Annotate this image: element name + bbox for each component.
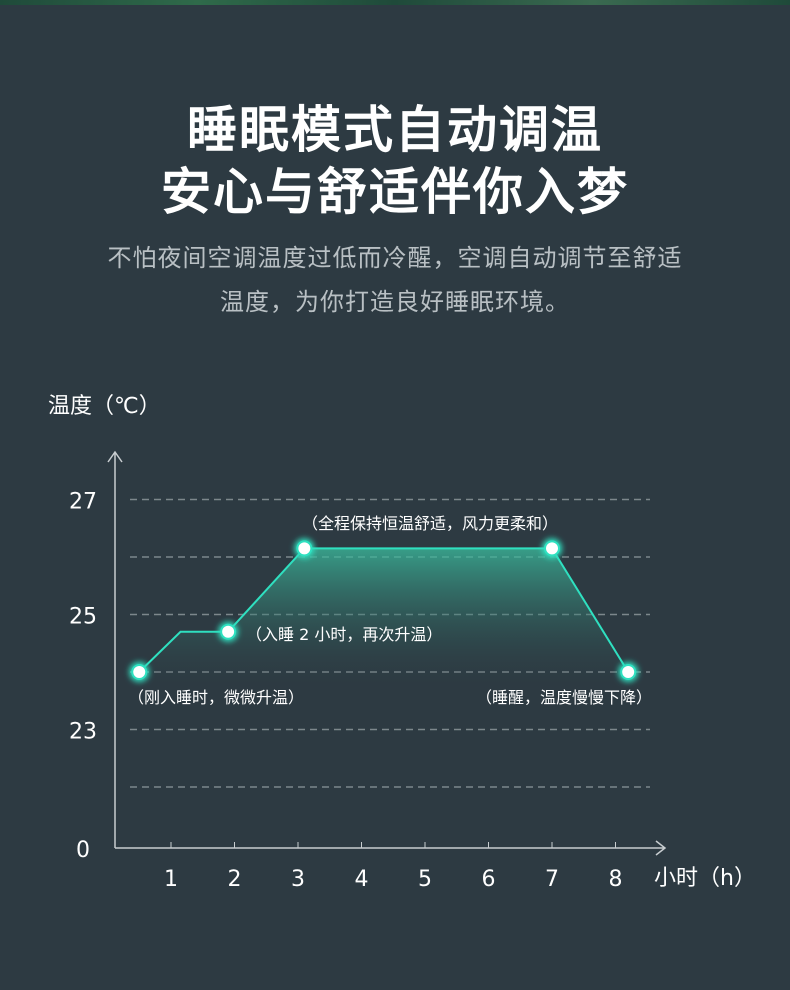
y-tick-label: 27 — [69, 490, 97, 515]
y-tick-label: 25 — [69, 605, 97, 630]
x-tick-label: 4 — [355, 867, 369, 892]
data-point — [131, 664, 148, 680]
subtitle-line-1: 不怕夜间空调温度过低而冷醒，空调自动调节至舒适 — [107, 244, 683, 272]
data-point — [544, 540, 560, 557]
x-tick-label: 3 — [291, 867, 305, 892]
y-axis-label: 温度（℃） — [48, 394, 161, 419]
area-fill — [139, 548, 629, 690]
data-point — [296, 540, 313, 557]
series-line — [138, 547, 630, 673]
x-axis — [115, 840, 667, 856]
annotation: （入睡 2 小时，再次升温） — [246, 625, 442, 644]
data-point — [220, 623, 237, 640]
subtitle-line-2: 温度，为你打造良好睡眠环境。 — [220, 288, 570, 316]
x-tick-label: 1 — [164, 867, 178, 892]
annotation: （刚入睡时，微微升温） — [128, 688, 304, 707]
x-axis-label: 小时（h） — [654, 866, 756, 891]
y-axis — [107, 450, 123, 848]
title-line-1: 睡眠模式自动调温 — [187, 101, 603, 159]
top-image-strip — [0, 0, 790, 5]
annotation: （全程保持恒温舒适，风力更柔和） — [302, 514, 558, 533]
x-tick-label: 5 — [418, 867, 432, 892]
annotation: （睡醒，温度慢慢下降） — [476, 688, 652, 707]
data-point — [620, 664, 637, 680]
x-tick-label: 7 — [545, 867, 559, 892]
title-line-2: 安心与舒适伴你入梦 — [161, 163, 629, 221]
y-origin-label: 0 — [76, 838, 90, 863]
x-tick-label: 8 — [609, 867, 623, 892]
y-tick-label: 23 — [69, 720, 97, 745]
x-tick-label: 2 — [228, 867, 242, 892]
x-tick-label: 6 — [482, 867, 496, 892]
